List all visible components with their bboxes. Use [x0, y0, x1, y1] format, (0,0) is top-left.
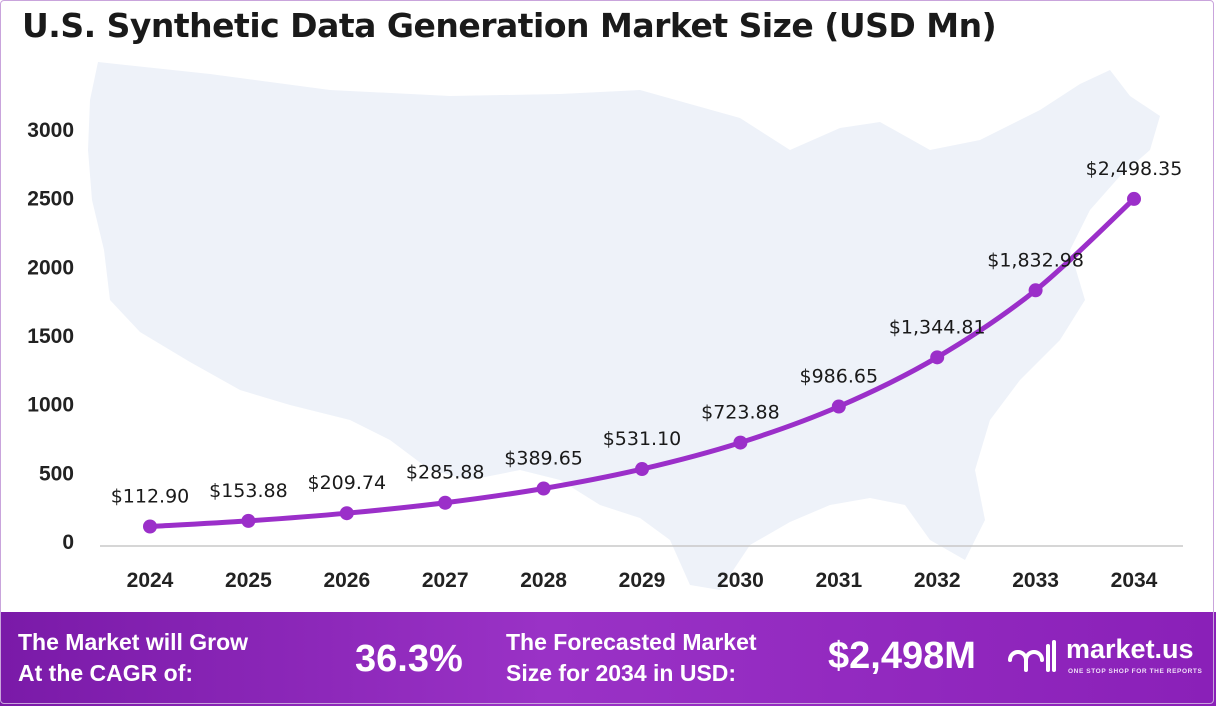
- x-tick-label: 2027: [422, 569, 469, 592]
- data-label: $389.65: [504, 447, 583, 469]
- y-tick-label: 1000: [27, 394, 74, 417]
- y-tick-label: 2000: [27, 256, 74, 279]
- x-tick-label: 2033: [1012, 569, 1059, 592]
- data-label: $112.90: [111, 485, 190, 507]
- data-point: [1028, 283, 1043, 298]
- data-point: [930, 350, 945, 365]
- cagr-label-line2: At the CAGR of:: [18, 660, 194, 686]
- data-label: $153.88: [209, 480, 288, 502]
- data-label: $531.10: [603, 428, 682, 450]
- series-markers: [143, 191, 1141, 534]
- x-tick-label: 2026: [323, 569, 370, 592]
- data-point: [831, 399, 846, 414]
- forecast-label-line1: The Forecasted Market: [506, 629, 757, 655]
- brand-tagline: ONE STOP SHOP FOR THE REPORTS: [1068, 668, 1203, 675]
- y-tick-label: 1500: [27, 325, 74, 348]
- data-label: $986.65: [800, 366, 879, 388]
- forecast-label-line2: Size for 2034 in USD:: [506, 660, 737, 686]
- cagr-label-line1: The Market will Grow: [18, 629, 249, 655]
- x-tick-label: 2031: [815, 569, 862, 592]
- data-point: [339, 506, 354, 521]
- data-label: $1,832.98: [987, 249, 1084, 271]
- data-labels: $112.90 $153.88 $209.74 $285.88 $389.65 $531.…: [111, 158, 1183, 508]
- data-point: [1127, 191, 1141, 206]
- y-tick-label: 0: [62, 531, 74, 554]
- chart-title: U.S. Synthetic Data Generation Market Si…: [22, 6, 997, 45]
- data-point: [438, 495, 453, 510]
- x-tick-label: 2034: [1111, 569, 1158, 592]
- data-label: $723.88: [701, 402, 780, 424]
- x-tick-label: 2028: [520, 569, 567, 592]
- data-label: $2,498.35: [1086, 158, 1183, 180]
- series-line: [147, 196, 1137, 529]
- x-tick-label: 2025: [225, 569, 272, 592]
- market-us-logo-icon: [1008, 640, 1056, 672]
- x-tick-label: 2029: [619, 569, 666, 592]
- y-axis-ticks: 0 500 1000 1500 2000 2500 3000: [27, 119, 74, 554]
- y-tick-label: 2500: [27, 188, 74, 211]
- data-label: $1,344.81: [889, 316, 986, 338]
- x-tick-label: 2030: [717, 569, 764, 592]
- data-label: $285.88: [406, 462, 485, 484]
- summary-banner: The Market will Grow At the CAGR of: 36.…: [0, 612, 1216, 706]
- data-label: $209.74: [308, 472, 387, 494]
- x-tick-label: 2032: [914, 569, 961, 592]
- x-axis-ticks: 2024 2025 2026 2027 2028 2029 2030 2031 2032 2033…: [127, 569, 1158, 592]
- y-tick-label: 3000: [27, 119, 74, 142]
- x-tick-label: 2024: [127, 569, 174, 592]
- forecast-label: The Forecasted Market Size for 2034 in U…: [506, 627, 757, 689]
- y-tick-label: 500: [39, 462, 74, 485]
- cagr-label: The Market will Grow At the CAGR of:: [18, 627, 248, 689]
- data-point: [536, 481, 551, 496]
- data-point: [241, 513, 256, 528]
- forecast-value: $2,498M: [828, 635, 976, 677]
- data-point: [635, 462, 649, 477]
- us-map-background: [88, 62, 1160, 590]
- brand-name[interactable]: market.us: [1066, 634, 1194, 664]
- data-point: [143, 519, 157, 534]
- cagr-value: 36.3%: [355, 638, 463, 680]
- data-point: [733, 435, 748, 450]
